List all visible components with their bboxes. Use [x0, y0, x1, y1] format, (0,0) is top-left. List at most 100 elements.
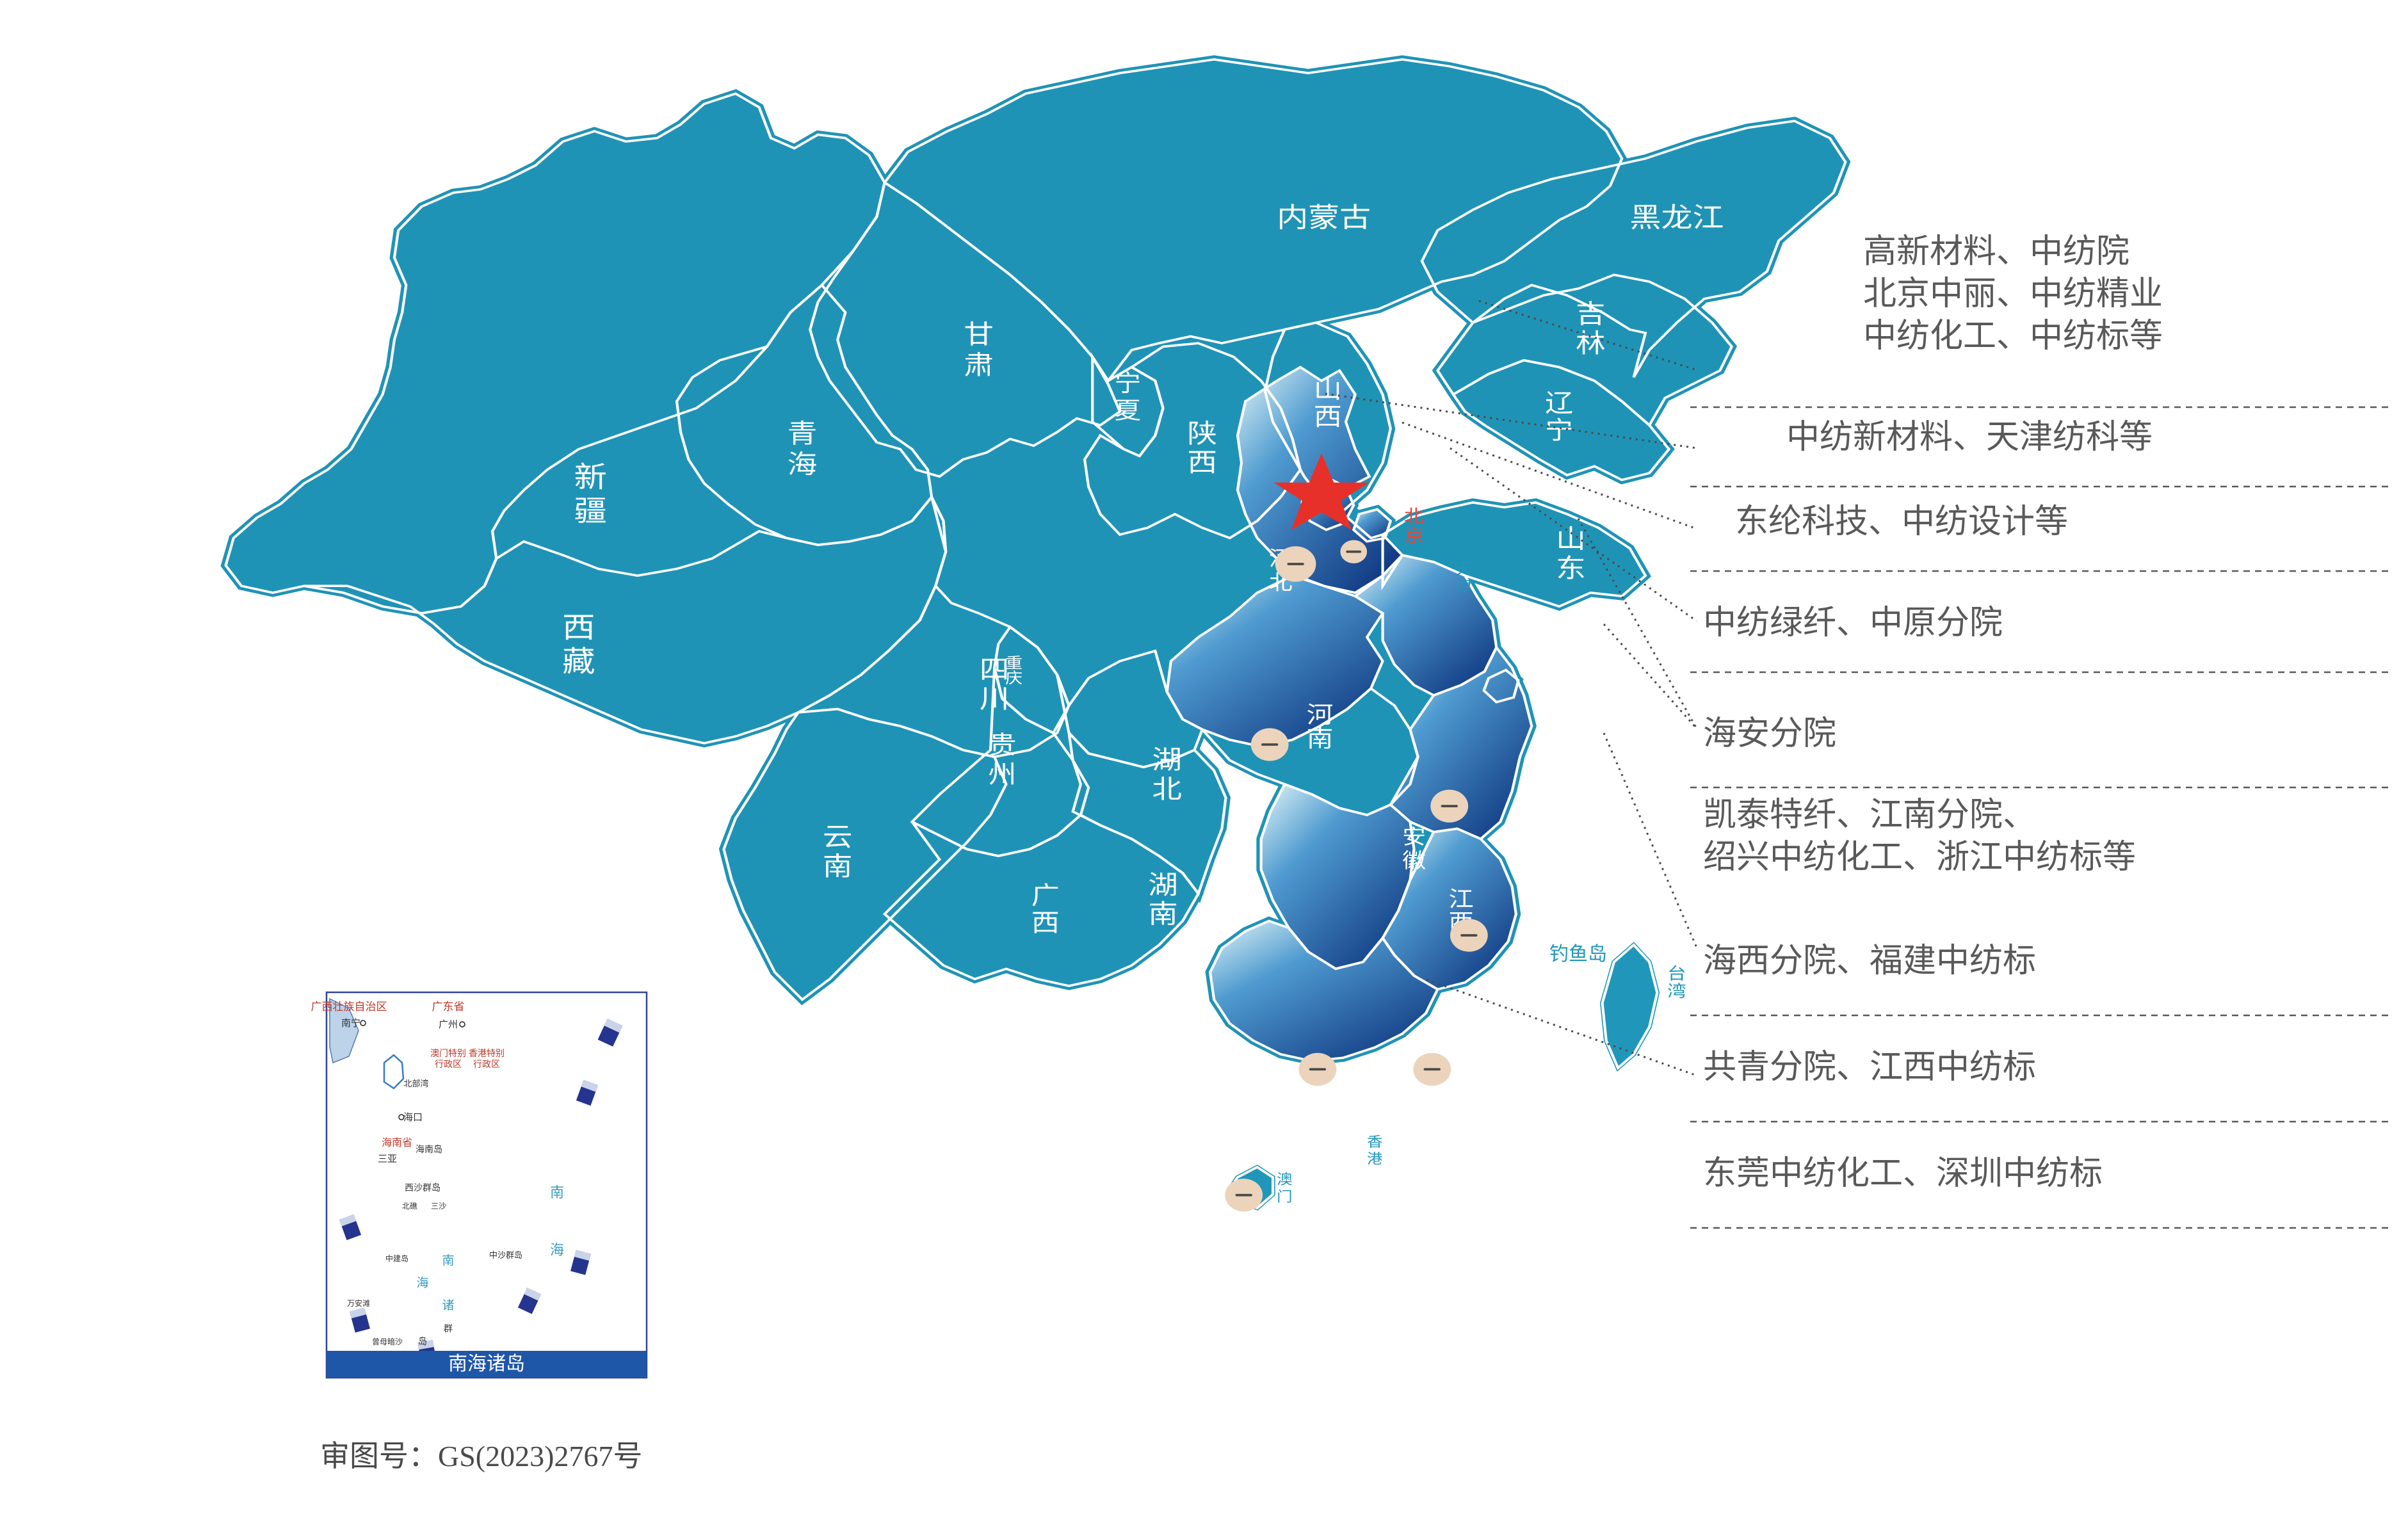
svg-text:海: 海 [550, 1242, 564, 1258]
svg-text:京: 京 [1404, 526, 1425, 546]
svg-text:河: 河 [1307, 702, 1334, 728]
svg-text:安: 安 [1402, 826, 1426, 848]
svg-text:中建岛: 中建岛 [385, 1254, 408, 1263]
svg-text:苏: 苏 [1622, 693, 1644, 714]
svg-text:中纺新材料、天津纺科等: 中纺新材料、天津纺科等 [1786, 419, 2153, 456]
svg-text:疆: 疆 [574, 496, 607, 528]
svg-text:新: 新 [574, 461, 607, 493]
svg-text:海安分院: 海安分院 [1703, 715, 1836, 752]
svg-text:西: 西 [1188, 448, 1218, 478]
svg-text:台: 台 [1667, 964, 1686, 983]
svg-text:广州: 广州 [439, 1019, 458, 1030]
svg-text:甘: 甘 [964, 320, 994, 350]
svg-text:青: 青 [788, 419, 818, 449]
svg-text:诸: 诸 [442, 1298, 454, 1312]
svg-text:北部湾: 北部湾 [403, 1079, 428, 1088]
svg-text:庆: 庆 [1005, 670, 1022, 686]
svg-text:澳门特别: 澳门特别 [430, 1048, 466, 1058]
svg-text:中纺绿纤、中原分院: 中纺绿纤、中原分院 [1703, 604, 2003, 641]
svg-text:湾: 湾 [1667, 982, 1686, 1001]
svg-text:海口: 海口 [403, 1112, 423, 1123]
svg-text:港: 港 [1367, 1151, 1383, 1166]
svg-text:吉: 吉 [1576, 300, 1606, 329]
svg-text:东: 东 [1556, 554, 1586, 583]
svg-text:海: 海 [416, 1276, 428, 1290]
svg-text:湖: 湖 [1148, 871, 1178, 900]
svg-text:辽: 辽 [1545, 389, 1573, 417]
svg-text:海南省: 海南省 [382, 1137, 412, 1149]
svg-text:东莞中纺化工、深圳中纺标: 东莞中纺化工、深圳中纺标 [1703, 1155, 2103, 1192]
svg-text:天: 天 [1455, 561, 1472, 578]
svg-text:澳: 澳 [1277, 1172, 1293, 1187]
svg-text:广西壮族自治区: 广西壮族自治区 [311, 1001, 387, 1013]
svg-text:津: 津 [1455, 578, 1472, 595]
svg-text:南: 南 [1148, 899, 1178, 929]
svg-text:海南岛: 海南岛 [416, 1144, 442, 1154]
svg-text:山: 山 [1556, 524, 1586, 554]
svg-text:州: 州 [988, 761, 1016, 788]
svg-text:香港特别: 香港特别 [469, 1048, 505, 1058]
svg-text:云: 云 [823, 823, 853, 852]
svg-text:北礁: 北礁 [402, 1201, 417, 1211]
svg-text:江: 江 [1598, 907, 1622, 930]
svg-text:审图号：GS(2023)2767号: 审图号：GS(2023)2767号 [320, 1440, 642, 1472]
svg-text:海: 海 [788, 450, 818, 480]
svg-text:行政区: 行政区 [435, 1059, 462, 1069]
svg-text:湖: 湖 [1152, 745, 1182, 775]
svg-text:香: 香 [1367, 1134, 1383, 1149]
svg-text:贵: 贵 [988, 731, 1016, 759]
svg-text:三亚: 三亚 [378, 1154, 397, 1165]
svg-text:中纺化工、中纺标等: 中纺化工、中纺标等 [1863, 318, 2163, 355]
svg-text:藏: 藏 [562, 646, 595, 678]
svg-text:夏: 夏 [1115, 398, 1142, 424]
svg-text:肃: 肃 [964, 351, 994, 380]
svg-text:福: 福 [1579, 1010, 1603, 1032]
svg-text:川: 川 [980, 684, 1010, 714]
svg-text:北京中丽、中纺精业: 北京中丽、中纺精业 [1863, 275, 2163, 312]
svg-text:陕: 陕 [1188, 419, 1218, 449]
svg-text:钓鱼岛: 钓鱼岛 [1549, 944, 1607, 965]
svg-text:南: 南 [1307, 727, 1334, 752]
svg-text:南: 南 [823, 852, 853, 882]
svg-text:南海诸岛: 南海诸岛 [448, 1353, 525, 1375]
svg-text:建: 建 [1579, 1032, 1603, 1054]
svg-text:南: 南 [550, 1184, 564, 1200]
svg-text:绍兴中纺化工、浙江中纺标等: 绍兴中纺化工、浙江中纺标等 [1703, 839, 2136, 876]
svg-text:黑龙江: 黑龙江 [1630, 202, 1724, 232]
svg-text:重: 重 [1005, 655, 1022, 672]
svg-text:群: 群 [444, 1323, 453, 1334]
svg-text:万安滩: 万安滩 [347, 1298, 370, 1308]
svg-text:广东省: 广东省 [432, 1001, 465, 1013]
svg-text:三沙: 三沙 [431, 1202, 446, 1211]
svg-text:高新材料、中纺院: 高新材料、中纺院 [1863, 233, 2129, 270]
svg-text:南: 南 [442, 1254, 454, 1268]
svg-text:共青分院、江西中纺标: 共青分院、江西中纺标 [1703, 1049, 2036, 1086]
svg-text:曾母暗沙: 曾母暗沙 [372, 1337, 403, 1346]
svg-text:北: 北 [1152, 775, 1182, 804]
svg-text:门: 门 [1277, 1189, 1293, 1204]
svg-text:江: 江 [1622, 672, 1644, 693]
svg-text:徽: 徽 [1402, 850, 1426, 872]
svg-text:宁: 宁 [1545, 417, 1573, 444]
svg-text:江: 江 [1448, 887, 1473, 911]
svg-text:北: 北 [1404, 507, 1425, 527]
svg-text:行政区: 行政区 [473, 1059, 500, 1069]
svg-text:东纶科技、中纺设计等: 东纶科技、中纺设计等 [1735, 503, 2068, 540]
svg-text:西: 西 [1314, 403, 1342, 431]
svg-text:中沙群岛: 中沙群岛 [489, 1250, 522, 1260]
svg-text:西沙群岛: 西沙群岛 [405, 1182, 440, 1193]
svg-text:山: 山 [1314, 376, 1342, 403]
svg-text:林: 林 [1576, 329, 1606, 359]
svg-text:浙: 浙 [1598, 885, 1622, 907]
svg-text:广: 广 [1362, 1104, 1387, 1128]
svg-text:西: 西 [562, 611, 595, 643]
svg-text:海南: 海南 [1136, 1228, 1171, 1245]
svg-text:西: 西 [1031, 909, 1060, 937]
svg-text:内蒙古: 内蒙古 [1277, 202, 1371, 232]
svg-text:海西分院、福建中纺标: 海西分院、福建中纺标 [1703, 942, 2036, 980]
svg-text:宁: 宁 [1115, 371, 1142, 396]
svg-text:凯泰特纤、江南分院、: 凯泰特纤、江南分院、 [1703, 796, 2036, 834]
svg-text:广: 广 [1031, 882, 1060, 909]
svg-text:岛: 岛 [418, 1336, 427, 1346]
svg-text:南宁: 南宁 [341, 1018, 360, 1029]
